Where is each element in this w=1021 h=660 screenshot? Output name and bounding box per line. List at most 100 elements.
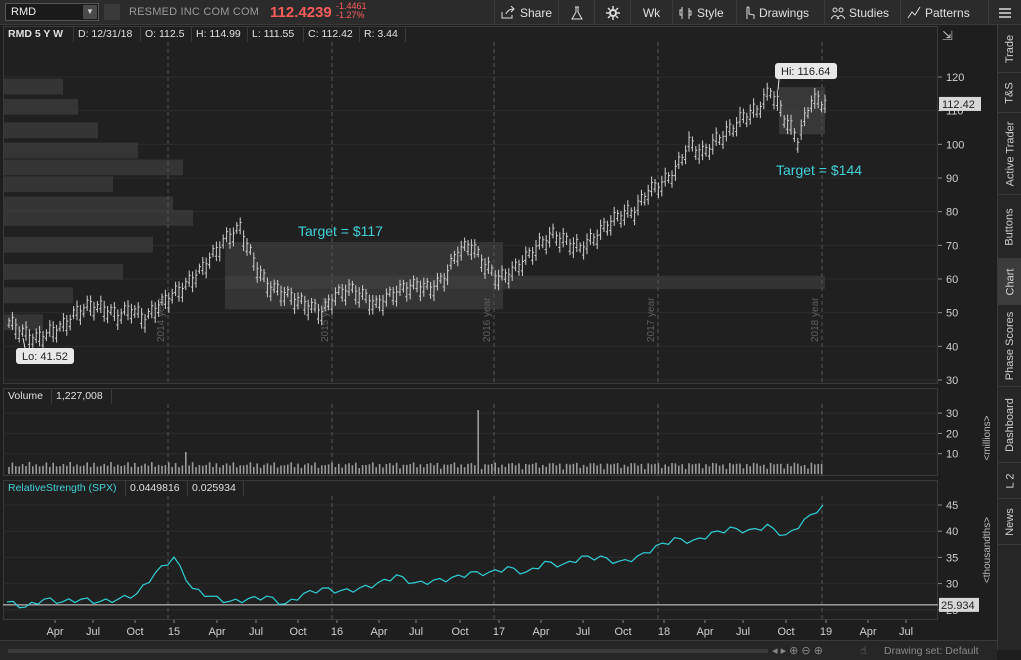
x-tick-label: 15 [168,626,180,638]
axis-tick-label: 90 [946,173,958,185]
share-icon [501,6,515,19]
volume-profile-bar [3,209,193,226]
tab-trade[interactable]: Trade [998,25,1021,73]
x-tick-label: Apr [208,626,225,638]
symbol-input[interactable]: RMD ▼ [5,3,99,21]
low-pointer [22,337,26,349]
zoom-controls[interactable]: ◂ ▸ ⊕ ⊖ ⊕ [772,645,823,657]
x-tick-label: Apr [46,626,63,638]
hand-pointer-icon[interactable]: ☝ [860,645,867,657]
top-toolbar: RMD ▼ RESMED INC COM COM 112.4239 -1.446… [0,0,1021,25]
chart-title: RMD 5 Y W [4,27,74,42]
x-tick-label: Oct [289,626,306,638]
volume-profile-bar [3,142,138,159]
x-tick-label: Oct [777,626,794,638]
volume-profile-bar [3,263,123,280]
x-tick-label: Oct [614,626,631,638]
tab-news[interactable]: News [998,499,1021,545]
axis-tick-label: 100 [946,139,964,151]
axis-tick-label: 20 [946,428,958,440]
menu-button[interactable] [988,0,1021,25]
high-label: Hi: 116.64 [781,66,830,78]
high-bubble [775,63,837,79]
x-tick-label: Jul [86,626,100,638]
year-label: 2015 year [320,297,331,342]
consolidation-box [779,87,825,135]
x-tick-label: Jul [736,626,750,638]
support-zone [225,275,825,290]
volume-value: 1,227,008 [52,389,112,404]
low-label: Lo: 41.52 [22,351,68,363]
x-tick-label: Jul [409,626,423,638]
tab-time-sales[interactable]: T&S [998,73,1021,113]
x-tick-label: Jul [576,626,590,638]
volume-axis: 30 20 10 <millions> [938,408,993,461]
x-tick-label: Apr [370,626,387,638]
period-button[interactable]: Wk [630,0,672,25]
drawings-button[interactable]: Drawings [736,0,824,25]
rs-value: 0.0449816 [126,481,188,496]
style-button[interactable]: Style [672,0,736,25]
year-label: 2016 year [482,297,493,342]
chevron-down-icon[interactable]: ▼ [83,5,97,19]
bottom-bar: ◂ ▸ ⊕ ⊖ ⊕ ☝ Drawing set: Default [0,640,997,660]
tab-l2[interactable]: L 2 [998,463,1021,499]
axis-tick-label: 10 [946,449,958,461]
axis-tick-label: 30 [946,375,958,384]
share-button[interactable]: Share [494,0,558,25]
x-tick-label: 16 [331,626,343,638]
volume-profile-bar [3,176,113,193]
tab-chart[interactable]: Chart [998,259,1021,305]
year-label: 2014 year [156,297,167,342]
volume-chart[interactable] [3,404,938,476]
company-name: RESMED INC COM COM [129,6,260,18]
symbol-text: RMD [11,6,37,18]
rs-last-tag-text: 25.934 [941,600,975,612]
volume-title: Volume [4,389,52,404]
time-axis: Apr Jul Oct 15 Apr Jul Oct 16 Apr Jul Oct 17 Apr Jul O… [46,620,913,638]
x-tick-label: Oct [126,626,143,638]
volume-profile-bar [3,122,98,139]
flask-icon [570,6,583,19]
volume-unit: <millions> [982,415,993,460]
volume-profile-bar [3,159,183,176]
header-open: O: 112.5 [141,27,192,42]
header-low: L: 111.55 [248,27,304,42]
tab-dashboard[interactable]: Dashboard [998,387,1021,463]
axis-tick-label: 80 [946,207,958,219]
collapse-icon: ⇲ [942,28,953,43]
axis-tick-label: 70 [946,240,958,252]
patterns-button[interactable]: Patterns [900,0,980,25]
candles-icon [679,6,692,19]
studies-button[interactable]: Studies [824,0,900,25]
tab-buttons[interactable]: Buttons [998,195,1021,259]
tab-phase-scores[interactable]: Phase Scores [998,305,1021,387]
axis-tick-label: 30 [946,408,958,420]
x-tick-label: Apr [696,626,713,638]
link-icon[interactable] [104,4,120,20]
tab-active-trader[interactable]: Active Trader [998,113,1021,195]
header-close: C: 112.42 [304,27,360,42]
year-label: 2017 year [646,297,657,342]
price-chart[interactable]: 2014 year 2015 year 2016 year 2017 year 2018… [3,42,938,384]
target-annotation-1: Target = $117 [298,223,383,239]
settings-button[interactable] [594,0,630,25]
volume-profile-bar [3,196,173,213]
horizontal-scrollbar[interactable] [8,649,768,653]
axis-tick-label: 60 [946,274,958,286]
x-tick-label: Apr [859,626,876,638]
axis-tick-label: 30 [946,579,958,591]
x-tick-label: Jul [899,626,913,638]
flask-button[interactable] [558,0,594,25]
gear-icon [605,5,620,20]
volume-pane: Volume 1,227,008 [3,388,938,476]
axis-tick-label: 120 [946,72,964,84]
header-date: D: 12/31/18 [74,27,141,42]
year-label: 2018 year [810,297,821,342]
volume-profile-bar [3,98,78,115]
last-price-tag [939,96,981,111]
x-tick-label: 17 [493,626,505,638]
rs-chart[interactable] [3,496,938,620]
volume-profile-bar [3,314,43,331]
